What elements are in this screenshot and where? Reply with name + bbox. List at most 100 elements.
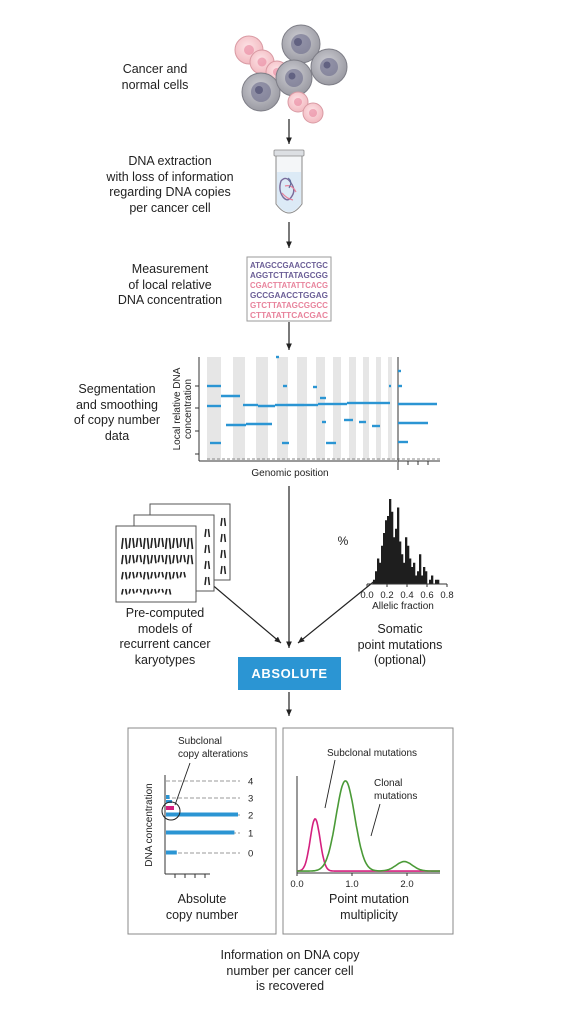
- chromosome-glyph: [186, 554, 194, 565]
- mult-title-line1: Point mutation: [329, 892, 409, 906]
- sequence-line: CTTATATTCACGAC: [250, 310, 328, 320]
- allelic-fraction-histogram: 0.0 0.2 0.4 0.6 0.8 % Allelic fraction: [338, 499, 454, 612]
- chromosome-glyph: [157, 554, 165, 563]
- chromosome-glyph: [172, 554, 179, 564]
- cn-level-label: 1: [248, 829, 253, 840]
- histogram-bar: [425, 571, 428, 584]
- histogram-bar: [421, 575, 424, 584]
- absolute-method-box: ABSOLUTE: [238, 657, 341, 690]
- sequence-lines: ATAGCCGAACCTGCAGGTCTTATAGCGGCGACTTATATTC…: [250, 260, 328, 320]
- karyotype-label: Pre-computed models of recurrent cancer …: [119, 606, 211, 667]
- chromosome-glyph: [164, 571, 172, 580]
- sequence-box: ATAGCCGAACCTGCAGGTCTTATAGCGGCGACTTATATTC…: [246, 256, 332, 322]
- chromosome-glyph: [142, 554, 150, 565]
- chromosome-glyph: [204, 528, 211, 538]
- histogram-bar: [401, 554, 404, 584]
- copy-number-segments: [207, 355, 391, 445]
- subclonal-curve: [297, 817, 440, 872]
- chromosome-glyph: [172, 537, 179, 549]
- histogram-bar: [389, 499, 392, 584]
- chromosome-glyph: [164, 537, 172, 550]
- cn-annotation-line2: copy alterations: [178, 749, 248, 760]
- cn-level-label: 0: [248, 849, 253, 860]
- cn-ylabel: DNA concentration: [144, 783, 155, 866]
- cn-subclonal-segment: [166, 806, 174, 810]
- karyotype-cards: [115, 503, 231, 603]
- chromosome-band: [256, 357, 268, 460]
- chromosome-glyph: [220, 549, 227, 559]
- chromosome-glyph: [179, 554, 186, 563]
- chromosome-glyph: [121, 554, 128, 565]
- histogram-bar: [411, 567, 414, 584]
- chromosome-glyph: [204, 560, 211, 570]
- histogram-bar: [429, 579, 432, 584]
- chromosome-glyph: [220, 517, 227, 527]
- chromosome-glyph: [186, 537, 194, 550]
- flow-arrow: [297, 578, 378, 644]
- chromosome-band: [316, 357, 325, 460]
- segmentation-plot: Local relative DNA concentration Genomic…: [172, 355, 440, 479]
- cn-level-label: 3: [248, 794, 253, 805]
- chromosome-glyph: [157, 588, 165, 593]
- chromosome-glyph: [179, 537, 186, 548]
- chromosome-glyph: [128, 537, 135, 549]
- sequence-line: CGACTTATATTCACG: [250, 280, 328, 290]
- clonal-series-label-line1: Clonal: [374, 778, 402, 789]
- chromosome-glyph: [142, 571, 150, 580]
- cn-subclonal-segment: [166, 800, 172, 803]
- mult-title-line2: multiplicity: [340, 908, 398, 922]
- mult-tick-label: 0.0: [290, 879, 303, 890]
- hist-tick-label: 0.4: [400, 590, 413, 601]
- cancer-cell: [241, 72, 281, 112]
- normal-cell: [302, 102, 324, 124]
- histogram-bar: [435, 579, 438, 584]
- chromosome-band: [233, 357, 245, 460]
- histogram-bar: [405, 537, 408, 584]
- chromosome-glyph: [157, 537, 165, 548]
- sequence-line: AGGTCTTATAGCGG: [250, 270, 328, 280]
- cn-annotation-line1: Subclonal: [178, 736, 222, 747]
- histogram-bar: [423, 567, 426, 584]
- cn-x-ticks: [174, 874, 206, 878]
- histogram-bar: [399, 541, 402, 584]
- histogram-bar: [387, 516, 390, 584]
- chromosome-glyph: [204, 544, 211, 554]
- chromosome-glyph: [164, 588, 172, 595]
- mult-tick-label: 1.0: [345, 879, 358, 890]
- normal-cell: [287, 91, 309, 113]
- histogram-bar: [395, 528, 398, 584]
- sequence-line: GCCGAACCTGGAG: [250, 290, 328, 300]
- chromosome-band: [207, 357, 221, 460]
- histogram-bar: [381, 545, 384, 584]
- chromosome-band: [277, 357, 288, 460]
- chromosome-glyph: [121, 588, 128, 595]
- chromosome-glyph: [179, 571, 186, 578]
- seg-ylabel-line1: Local relative DNA: [172, 367, 183, 450]
- y-ticks: [195, 385, 199, 455]
- chromosome-glyph: [128, 588, 135, 594]
- cells-label: Cancer and normal cells: [121, 62, 189, 92]
- chromosome-bands: [207, 357, 392, 460]
- chromosome-glyph: [150, 537, 157, 549]
- histogram-bar: [431, 575, 434, 584]
- histogram-bar: [391, 511, 394, 584]
- sequence-line: GTCTTATAGCGGCC: [250, 300, 328, 310]
- cancer-cell: [275, 59, 313, 97]
- hist-tick-label: 0.0: [360, 590, 373, 601]
- histogram-bar: [379, 562, 382, 584]
- segmentation-label: Segmentation and smoothing of copy numbe…: [73, 382, 161, 443]
- histogram-bar: [409, 558, 412, 584]
- extraction-label: DNA extraction with loss of information …: [106, 154, 234, 215]
- cn-segment: [166, 850, 177, 855]
- cn-segment: [166, 830, 235, 835]
- histogram-bar: [377, 558, 380, 584]
- subclonal-series-label: Subclonal mutations: [327, 748, 417, 759]
- chromosome-glyph: [150, 554, 157, 564]
- chromosome-glyph: [142, 588, 150, 595]
- histogram-bar: [375, 571, 378, 584]
- test-tube-illustration: [273, 149, 305, 214]
- side-histogram-ticks: [407, 461, 429, 465]
- clonal-pointer: [370, 803, 381, 837]
- annotation-pointer: [174, 762, 191, 806]
- histogram-bar: [437, 579, 440, 584]
